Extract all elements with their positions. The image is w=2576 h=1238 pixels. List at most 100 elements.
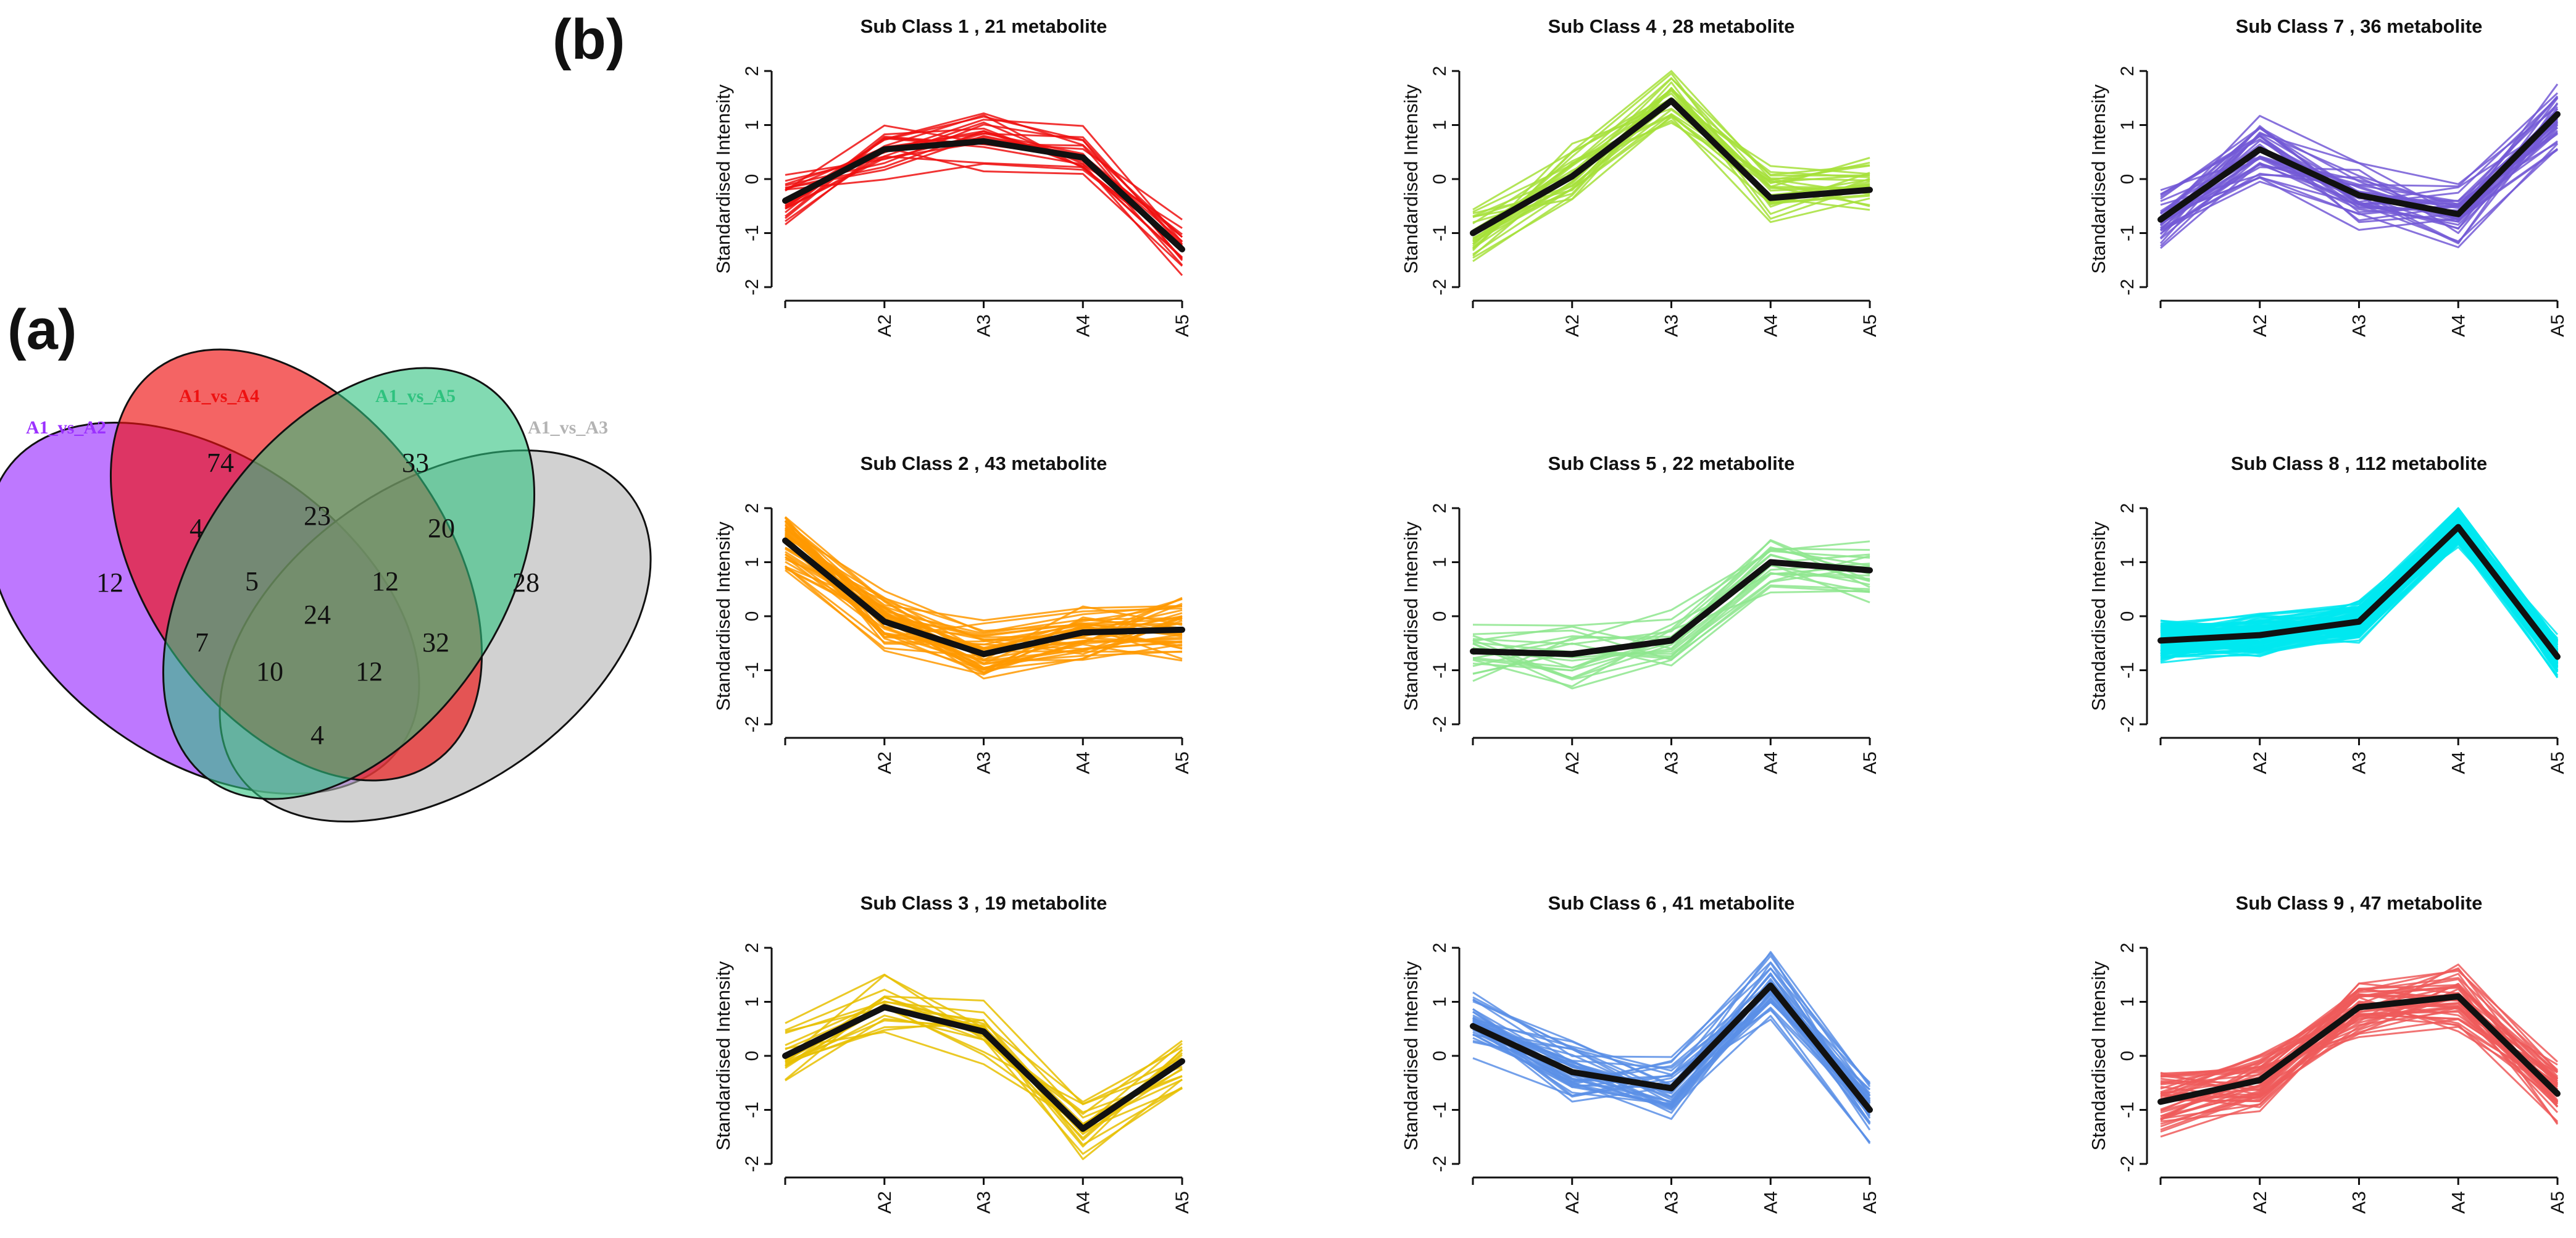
member-profile-line	[2160, 111, 2559, 234]
x-tick-label: A4	[2448, 1191, 2469, 1214]
x-tick-label: A4	[2448, 314, 2469, 337]
y-tick-label: 2	[2117, 66, 2138, 77]
venn-count-a2-a5-a3: 10	[256, 656, 283, 687]
y-tick-label: 2	[742, 503, 762, 514]
y-tick-label: 1	[1430, 120, 1450, 130]
member-profile-line	[1472, 540, 1870, 627]
x-tick-label: A3	[974, 314, 994, 337]
x-tick-label: A5	[1860, 751, 1880, 774]
member-profile-line	[1472, 540, 1870, 669]
subclass-plot-3: Sub Class 3 , 19 metabolite Standardised …	[712, 892, 1193, 1214]
y-tick-label: 2	[1430, 66, 1450, 77]
venn-label-a1-vs-a2: A1_vs_A2	[26, 417, 106, 438]
member-profile-line	[1472, 564, 1870, 658]
venn-count-a5-only: 33	[402, 448, 429, 478]
y-tick-label: -1	[1430, 1102, 1450, 1118]
member-profile-line	[784, 520, 1183, 646]
y-tick-label: -1	[1430, 225, 1450, 241]
y-axis-label: Standardised Intensity	[1400, 84, 1422, 274]
y-tick-label: 0	[1430, 611, 1450, 622]
member-profile-line	[785, 528, 1183, 634]
member-profile-line	[1472, 122, 1870, 241]
plot-title: Sub Class 2 , 43 metabolite	[861, 453, 1107, 474]
member-profile-line	[1472, 90, 1870, 249]
y-tick-label: -2	[1430, 279, 1450, 296]
x-tick-label: A2	[1562, 751, 1583, 774]
y-tick-label: 2	[742, 943, 762, 953]
venn-count-a3-only: 28	[512, 567, 540, 598]
member-profile-line	[785, 1000, 1183, 1103]
member-profile-line	[1472, 563, 1870, 690]
subclass-plot-6: Sub Class 6 , 41 metabolite Standardised …	[1400, 892, 1880, 1214]
member-profile-line	[1472, 119, 1870, 232]
x-tick-label: A3	[1662, 1191, 1682, 1214]
subclass-plot-2: Sub Class 2 , 43 metabolite Standardised …	[712, 453, 1193, 774]
plot-title: Sub Class 1 , 21 metabolite	[861, 15, 1107, 37]
y-tick-label: 1	[1430, 557, 1450, 567]
venn-count-a4-a3: 32	[422, 627, 449, 658]
member-profile-line	[785, 521, 1183, 661]
member-profile-line	[2160, 512, 2559, 653]
mean-profile-line	[2157, 111, 2561, 223]
mean-profile-line	[782, 1004, 1185, 1132]
subclass-plot-9: Sub Class 9 , 47 metabolite Standardised …	[2088, 892, 2568, 1214]
member-profile-line	[785, 532, 1183, 622]
venn-count-a4-a5-a3: 12	[372, 566, 399, 596]
venn-count-a2-a4-a3: 12	[356, 656, 383, 687]
x-tick-label: A4	[1761, 751, 1781, 774]
y-axis-label: Standardised Intensity	[2088, 84, 2109, 274]
y-tick-label: 0	[2117, 174, 2138, 185]
venn-label-a1-vs-a3: A1_vs_A3	[528, 417, 608, 438]
member-profile-line	[1472, 114, 1870, 249]
x-tick-label: A3	[2349, 314, 2370, 337]
y-tick-label: 0	[2117, 1051, 2138, 1061]
y-tick-label: -1	[742, 225, 762, 241]
mean-profile-line	[1470, 982, 1873, 1113]
member-profile-line	[785, 115, 1183, 261]
subclass-plot-4: Sub Class 4 , 28 metabolite Standardised …	[1400, 15, 1880, 337]
x-tick-label: A2	[2250, 314, 2270, 337]
y-tick-label: -2	[1430, 1156, 1450, 1173]
subclass-plot-8: Sub Class 8 , 112 metabolite Standardised…	[2088, 453, 2568, 774]
plot-title: Sub Class 6 , 41 metabolite	[1548, 892, 1795, 914]
y-axis-label: Standardised Intensity	[712, 961, 734, 1150]
x-tick-label: A2	[875, 1191, 895, 1214]
y-tick-label: 0	[1430, 174, 1450, 185]
venn-set-a1-vs-a5	[162, 367, 536, 800]
y-tick-label: 1	[1430, 997, 1450, 1007]
member-profile-line	[2160, 148, 2558, 231]
member-profile-line	[1472, 584, 1870, 675]
subclass-plot-1: Sub Class 1 , 21 metabolite Standardised …	[712, 15, 1193, 337]
y-tick-label: -2	[2117, 279, 2138, 296]
y-tick-label: 1	[2117, 557, 2138, 567]
y-tick-label: -2	[2117, 716, 2138, 733]
mean-profile-line	[782, 138, 1185, 253]
x-tick-label: A3	[1662, 751, 1682, 774]
member-profile-line	[1472, 572, 1870, 680]
y-tick-label: 2	[1430, 503, 1450, 514]
y-axis-label: Standardised Intensity	[712, 521, 734, 711]
y-tick-label: -2	[1430, 716, 1450, 733]
venn-count-a2-a4-a5: 5	[245, 566, 259, 596]
x-tick-label: A5	[2548, 1191, 2568, 1214]
y-tick-label: 2	[1430, 943, 1450, 953]
member-profile-line	[2160, 967, 2559, 1097]
y-tick-label: 0	[742, 1051, 762, 1061]
y-tick-label: -2	[742, 279, 762, 296]
member-profile-line	[785, 1031, 1183, 1126]
x-tick-label: A5	[1172, 1191, 1193, 1214]
mean-profile-line	[1470, 98, 1873, 236]
mean-profile-line	[2157, 524, 2561, 660]
y-tick-label: 0	[742, 174, 762, 185]
x-tick-label: A4	[1073, 1191, 1093, 1214]
y-tick-label: -1	[742, 662, 762, 679]
venn-count-a5-a3: 20	[428, 513, 455, 543]
venn-count-a2-a3: 4	[311, 720, 324, 750]
y-axis-label: Standardised Intensity	[712, 84, 734, 274]
x-tick-label: A5	[2548, 314, 2568, 337]
panel-label-b: (b)	[552, 8, 625, 71]
venn-count-a4-a5: 23	[304, 501, 331, 531]
y-tick-label: 1	[742, 557, 762, 567]
y-tick-label: 0	[1430, 1051, 1450, 1061]
